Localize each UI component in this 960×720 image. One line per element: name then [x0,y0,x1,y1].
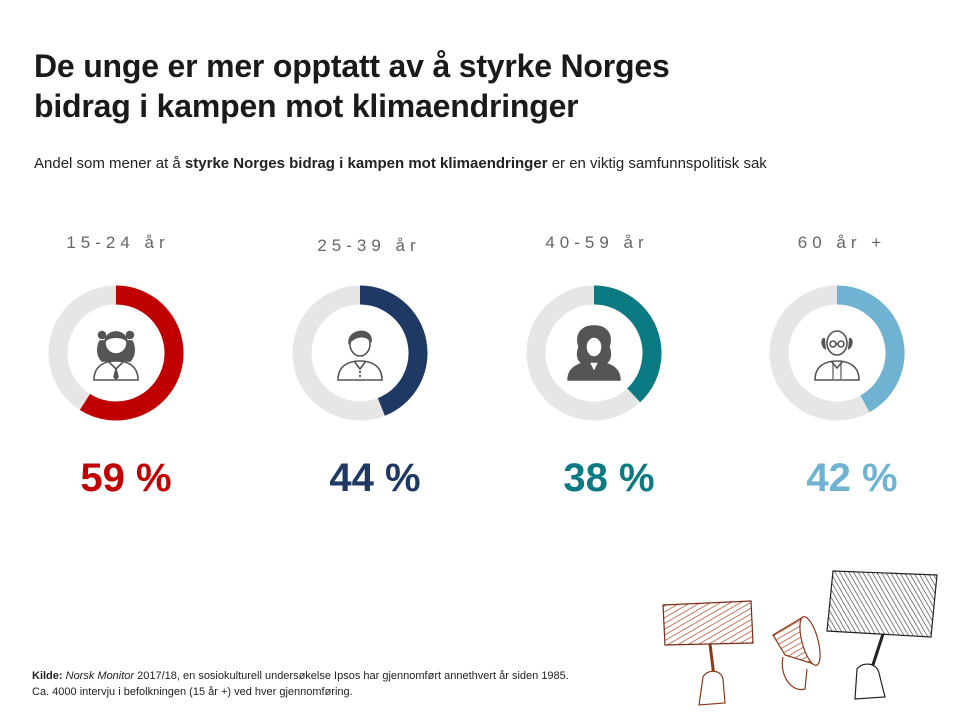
donut-chart-15-24 [48,285,184,421]
protest-illustration [662,570,938,706]
subtitle-prefix: Andel som mener at å [34,155,185,172]
donut-arc [359,285,428,416]
donut-arc [79,285,184,421]
source-note: Kilde: Norsk Monitor 2017/18, en sosioku… [32,668,569,700]
group-label-40-59: 40-59 år [545,233,649,252]
percent-label-25-39: 44 % [329,456,421,500]
source-text-1: 2017/18, en sosiokulturell undersøkelse … [134,670,569,682]
elderly-man-icon [814,330,860,381]
chart-subtitle: Andel som mener at å styrke Norges bidra… [34,155,767,172]
title-line-2: bidrag i kampen mot klimaendringer [34,88,579,124]
sign-left-icon [662,600,754,706]
title-line-1: De unge er mer opptatt av å styrke Norge… [34,48,670,84]
percent-label-40-59: 38 % [563,456,655,500]
girl-icon [93,330,139,381]
percent-label-15-24: 59 % [80,456,172,500]
source-italic: Norsk Monitor [65,670,135,682]
sign-right-icon [826,570,938,700]
subtitle-bold: styrke Norges bidrag i kampen mot klimae… [184,155,548,172]
donut-chart-40-59 [526,285,662,421]
group-label-25-39: 25-39 år [317,236,421,255]
megaphone-icon [772,616,821,691]
percent-label-60-plus: 42 % [806,456,898,500]
subtitle-suffix: er en viktig samfunnspolitisk sak [547,155,767,172]
group-label-15-24: 15-24 år [66,233,170,252]
donut-chart-60-plus [769,285,905,421]
donut-chart-25-39 [292,285,428,421]
page-title: De unge er mer opptatt av å styrke Norge… [34,46,834,126]
source-label: Kilde: [32,670,63,682]
group-label-60-plus: 60 år + [797,233,887,252]
source-line-1: Kilde: Norsk Monitor 2017/18, en sosioku… [32,668,569,684]
donut-arc [593,285,662,403]
young-man-icon [337,330,383,381]
donut-arc [836,285,905,413]
woman-icon [567,325,621,381]
source-line-2: Ca. 4000 intervju i befolkningen (15 år … [32,686,353,698]
